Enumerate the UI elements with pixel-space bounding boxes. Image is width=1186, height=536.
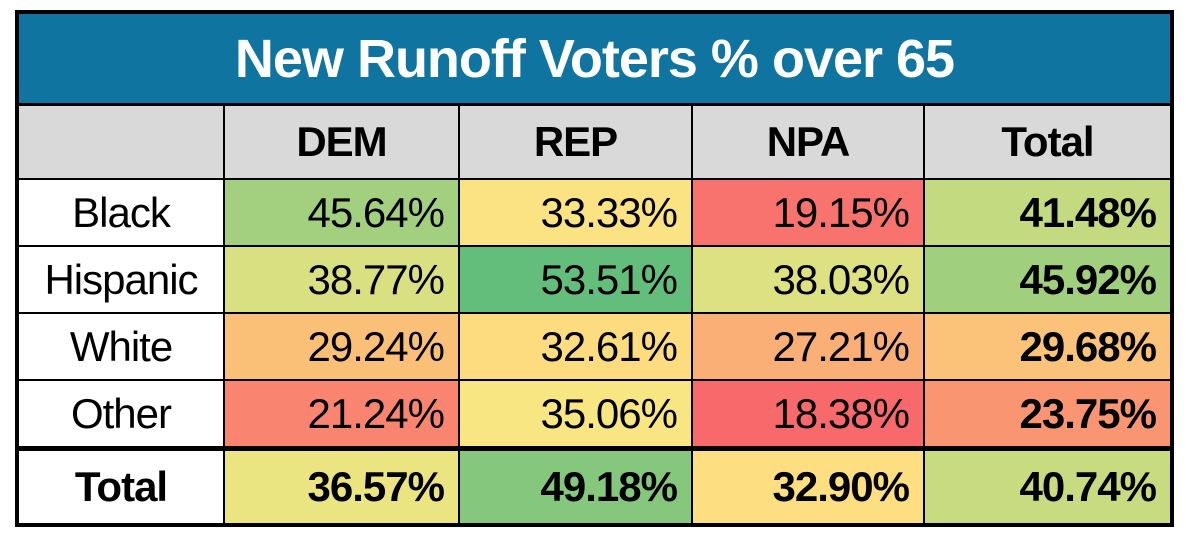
value-cell: 21.24%	[223, 379, 460, 450]
row-label: White	[16, 312, 225, 381]
value-cell: 41.48%	[923, 178, 1173, 247]
table-row-hispanic: Hispanic 38.77% 53.51% 38.03% 45.92%	[16, 245, 1173, 314]
runoff-voters-table: New Runoff Voters % over 65 DEM REP NPA Tot…	[15, 10, 1174, 527]
value-cell: 27.21%	[691, 312, 925, 381]
value-cell: 53.51%	[458, 245, 693, 314]
value-cell: 18.38%	[691, 379, 925, 450]
table-row-other: Other 21.24% 35.06% 18.38% 23.75%	[16, 379, 1173, 450]
title-row: New Runoff Voters % over 65	[16, 11, 1173, 106]
value-cell: 45.92%	[923, 245, 1173, 314]
value-cell: 45.64%	[223, 178, 460, 247]
value-cell: 29.68%	[923, 312, 1173, 381]
value-cell: 23.75%	[923, 379, 1173, 450]
row-label: Total	[16, 446, 225, 526]
table-body: Black 45.64% 33.33% 19.15% 41.48% Hispanic 38.…	[16, 178, 1173, 526]
value-cell: 49.18%	[458, 446, 693, 526]
heatmap-table-sheet: New Runoff Voters % over 65 DEM REP NPA Tot…	[15, 10, 1174, 527]
value-cell: 33.33%	[458, 178, 693, 247]
table-row-white: White 29.24% 32.61% 27.21% 29.68%	[16, 312, 1173, 381]
value-cell: 32.90%	[691, 446, 925, 526]
value-cell: 40.74%	[923, 446, 1173, 526]
value-cell: 38.03%	[691, 245, 925, 314]
page-title: New Runoff Voters % over 65	[16, 11, 1173, 106]
value-cell: 36.57%	[223, 446, 460, 526]
column-header-rep: REP	[458, 103, 693, 180]
table-row-black: Black 45.64% 33.33% 19.15% 41.48%	[16, 178, 1173, 247]
row-label: Black	[16, 178, 225, 247]
value-cell: 35.06%	[458, 379, 693, 450]
column-header-npa: NPA	[691, 103, 925, 180]
value-cell: 38.77%	[223, 245, 460, 314]
table-row-total: Total 36.57% 49.18% 32.90% 40.74%	[16, 446, 1173, 526]
column-header-total: Total	[923, 103, 1173, 180]
header-row: DEM REP NPA Total	[16, 103, 1173, 180]
row-label: Other	[16, 379, 225, 450]
value-cell: 32.61%	[458, 312, 693, 381]
value-cell: 29.24%	[223, 312, 460, 381]
value-cell: 19.15%	[691, 178, 925, 247]
corner-header-cell	[16, 103, 225, 180]
row-label: Hispanic	[16, 245, 225, 314]
column-header-dem: DEM	[223, 103, 460, 180]
